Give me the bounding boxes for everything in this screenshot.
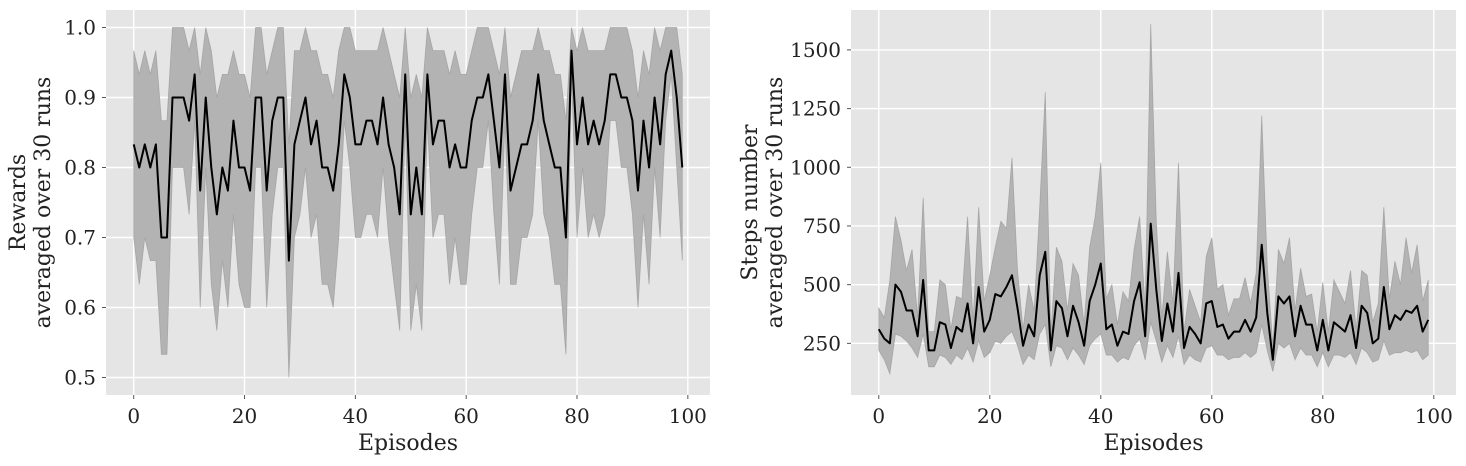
rewards-y-tick-label: 0.7 [64, 226, 96, 250]
rewards-y-tick-label: 1.0 [64, 16, 96, 40]
steps-mean-line [877, 222, 1430, 361]
rewards-x-tick-label: 40 [343, 404, 368, 428]
rewards-x-tick-label: 20 [232, 404, 257, 428]
rewards-y-axis-label-line-2: averaged over 30 runs [31, 77, 56, 329]
steps-confidence-band [878, 24, 1429, 376]
rewards-x-tick-label: 60 [453, 404, 478, 428]
steps-y-tick-label: 1250 [790, 97, 841, 121]
steps-y-tick-label: 1500 [790, 38, 841, 62]
steps-x-tick-label: 80 [1310, 404, 1335, 428]
rewards-x-tick-label: 100 [669, 404, 707, 428]
rewards-confidence-band [133, 27, 683, 378]
steps-y-tick-label: 750 [803, 214, 841, 238]
steps-y-tick-label: 500 [803, 273, 841, 297]
rewards-mean-line [132, 49, 684, 262]
steps-x-tick-label: 20 [977, 404, 1002, 428]
rewards-y-tick-label: 0.5 [64, 366, 96, 390]
steps-x-tick-label: 0 [872, 404, 885, 428]
steps-x-tick-label: 100 [1415, 404, 1453, 428]
rewards-x-axis-label: Episodes [358, 431, 458, 456]
rewards-x-tick-label: 0 [127, 404, 140, 428]
rewards-y-tick-label: 0.6 [64, 296, 96, 320]
steps-y-axis-label-line-2: averaged over 30 runs [763, 77, 788, 329]
rewards-y-tick-label: 0.9 [64, 86, 96, 110]
rewards-y-axis-label-line-1: Rewards [6, 154, 31, 251]
steps-y-tick-label: 250 [803, 331, 841, 355]
steps-x-axis-label: Episodes [1103, 431, 1203, 456]
steps-x-tick-label: 60 [1199, 404, 1224, 428]
rewards-y-tick-label: 0.8 [64, 156, 96, 180]
steps-chart: 0 20 40 60 80 100 250 500 750 1000 1250 1500 Episode… [738, 10, 1456, 456]
steps-y-axis-label-line-1: Steps number [738, 124, 763, 281]
steps-x-tick-label: 40 [1088, 404, 1113, 428]
steps-y-tick-label: 1000 [790, 155, 841, 179]
rewards-chart: 0 20 40 60 80 100 0.5 0.6 0.7 0.8 0.9 1.0 Episodes Re… [6, 10, 710, 456]
rewards-x-tick-label: 80 [564, 404, 589, 428]
